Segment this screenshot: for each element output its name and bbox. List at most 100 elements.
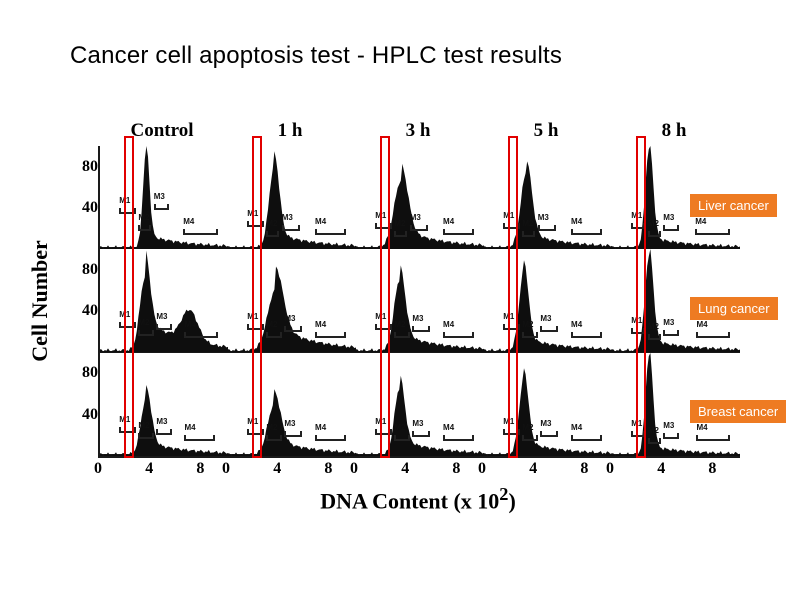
m-region-marker: M4 [184,425,215,443]
y-tick: 40 [64,200,98,216]
x-tick: 0 [88,460,108,478]
y-axis-title: Cell Number [26,146,54,456]
m-region-label: M4 [315,320,326,329]
x-tick: 0 [600,460,620,478]
histogram-panel: M1 M2M3 M4 [228,353,356,456]
m-region-marker: M1 [247,419,264,437]
m-region-label: M4 [315,423,326,432]
m-region-label: M3 [540,419,551,428]
m-region-label: M2 [522,219,533,228]
x-tick: 0 [216,460,236,478]
m-region-marker: M1 [375,213,392,231]
column-header: 5 h [482,120,610,142]
m-region-label: M4 [443,423,454,432]
histogram-panel: M1M2M3M4 [484,353,612,456]
m-region-marker: M4 [184,322,217,340]
m-region-marker: M3 [282,215,300,233]
m-region-label: M4 [571,320,582,329]
m-region-label: M3 [412,314,423,323]
m-region-marker: M2 [394,221,407,239]
m-region-label: M1 [247,312,258,321]
m-region-marker: M4 [571,425,602,443]
m-region-marker: M3 [412,421,430,439]
m-region-label: M2 [138,213,149,222]
m-region-marker: M3 [154,194,169,212]
x-tick: 8 [318,460,338,478]
x-tick: 4 [267,460,287,478]
column-header: 8 h [610,120,738,142]
x-axis-ticks: 048048048048048 [98,456,738,482]
m-region-marker: M2 [648,221,661,239]
m-region-label: M1 [247,417,258,426]
m-region-label: M4 [571,217,582,226]
m-region-marker: M4 [315,322,346,340]
m-region-label: M1 [631,211,642,220]
m-region-marker: M4 [571,322,602,340]
m-region-label: M3 [156,417,167,426]
m-region-label: M3 [282,213,293,222]
m-region-label: M1 [119,196,130,205]
m-region-marker: M1 [247,211,264,229]
column-header: 3 h [354,120,482,142]
m-region-marker: M3 [538,215,556,233]
m-region-marker: M4 [183,219,218,237]
y-tick: 80 [64,159,98,175]
x-tick: 8 [702,460,722,478]
m-region-marker: M3 [540,316,558,334]
m-region-label: M2 [138,421,149,430]
m-region-marker: M3 [156,314,171,332]
m-region-marker: M3 [540,421,558,439]
m-region-marker: M1 [119,198,136,216]
m-region-marker: M1 [375,314,392,332]
m-region-marker: M3 [410,215,428,233]
m-region-marker: M4 [443,425,474,443]
m-region-marker: M3 [284,316,302,334]
m-region-marker: M3 [284,421,302,439]
row-label: Breast cancer [690,400,786,423]
m-region-marker: M1 [503,314,520,332]
y-tick: 40 [64,303,98,319]
histogram-panel: M1M2M3M4 [228,146,356,249]
m-region-marker: M3 [156,419,171,437]
row-label: Lung cancer [690,297,778,320]
panel-row: M1M2M3M4M1M2M3M4M1M2M3M4M1M2M3M4M1M2M3M4 [100,249,740,352]
m-region-label: M2 [394,219,405,228]
y-tick: 80 [64,365,98,381]
histogram-panel: M1 M2M3 M4 [100,249,228,352]
m-region-label: M2 [394,423,405,432]
column-header: Control [98,120,226,142]
y-tick: 40 [64,407,98,423]
m-region-label: M3 [663,213,674,222]
m-region-label: M2 [266,320,277,329]
m-region-marker: M2 [648,428,661,446]
panel-row: M1M2M3M4M1M2M3M4M1M2M3M4M1M2M3M4M1M2M3M4 [100,353,740,456]
x-tick: 4 [651,460,671,478]
m-region-label: M3 [663,421,674,430]
column-headers: Control1 h3 h5 h8 h [98,120,738,146]
m-region-marker: M4 [315,219,346,237]
m-region-label: M2 [648,219,659,228]
histogram-panel: M1M2M3M4 [484,146,612,249]
page: Cancer cell apoptosis test - HPLC test r… [0,0,800,592]
row-label: Liver cancer [690,194,777,217]
y-tick: 80 [64,262,98,278]
m-region-marker: M2 [138,320,153,338]
m-region-label: M1 [631,419,642,428]
m-region-label: M2 [648,322,659,331]
histogram-panel: M1M2M3M4 [356,146,484,249]
m-region-label: M2 [394,320,405,329]
m-region-marker: M2 [648,324,661,342]
m-region-marker: M1 [119,312,136,330]
m-region-marker: M2 [266,322,281,340]
m-region-marker: M2 [266,425,281,443]
m-region-marker: M2 [138,215,151,233]
m-region-label: M2 [522,320,533,329]
m-region-label: M4 [571,423,582,432]
m-region-label: M1 [119,310,130,319]
m-region-label: M3 [154,192,165,201]
x-tick: 8 [446,460,466,478]
histogram-panel: M1 M2 M3 M4 [100,146,228,249]
m-region-label: M4 [696,320,707,329]
m-region-marker: M4 [315,425,346,443]
panel-grid: M1M2M3M4M1M2M3M4M1M2M3M4M1M2M3M4M1M2M3M4… [98,146,740,458]
